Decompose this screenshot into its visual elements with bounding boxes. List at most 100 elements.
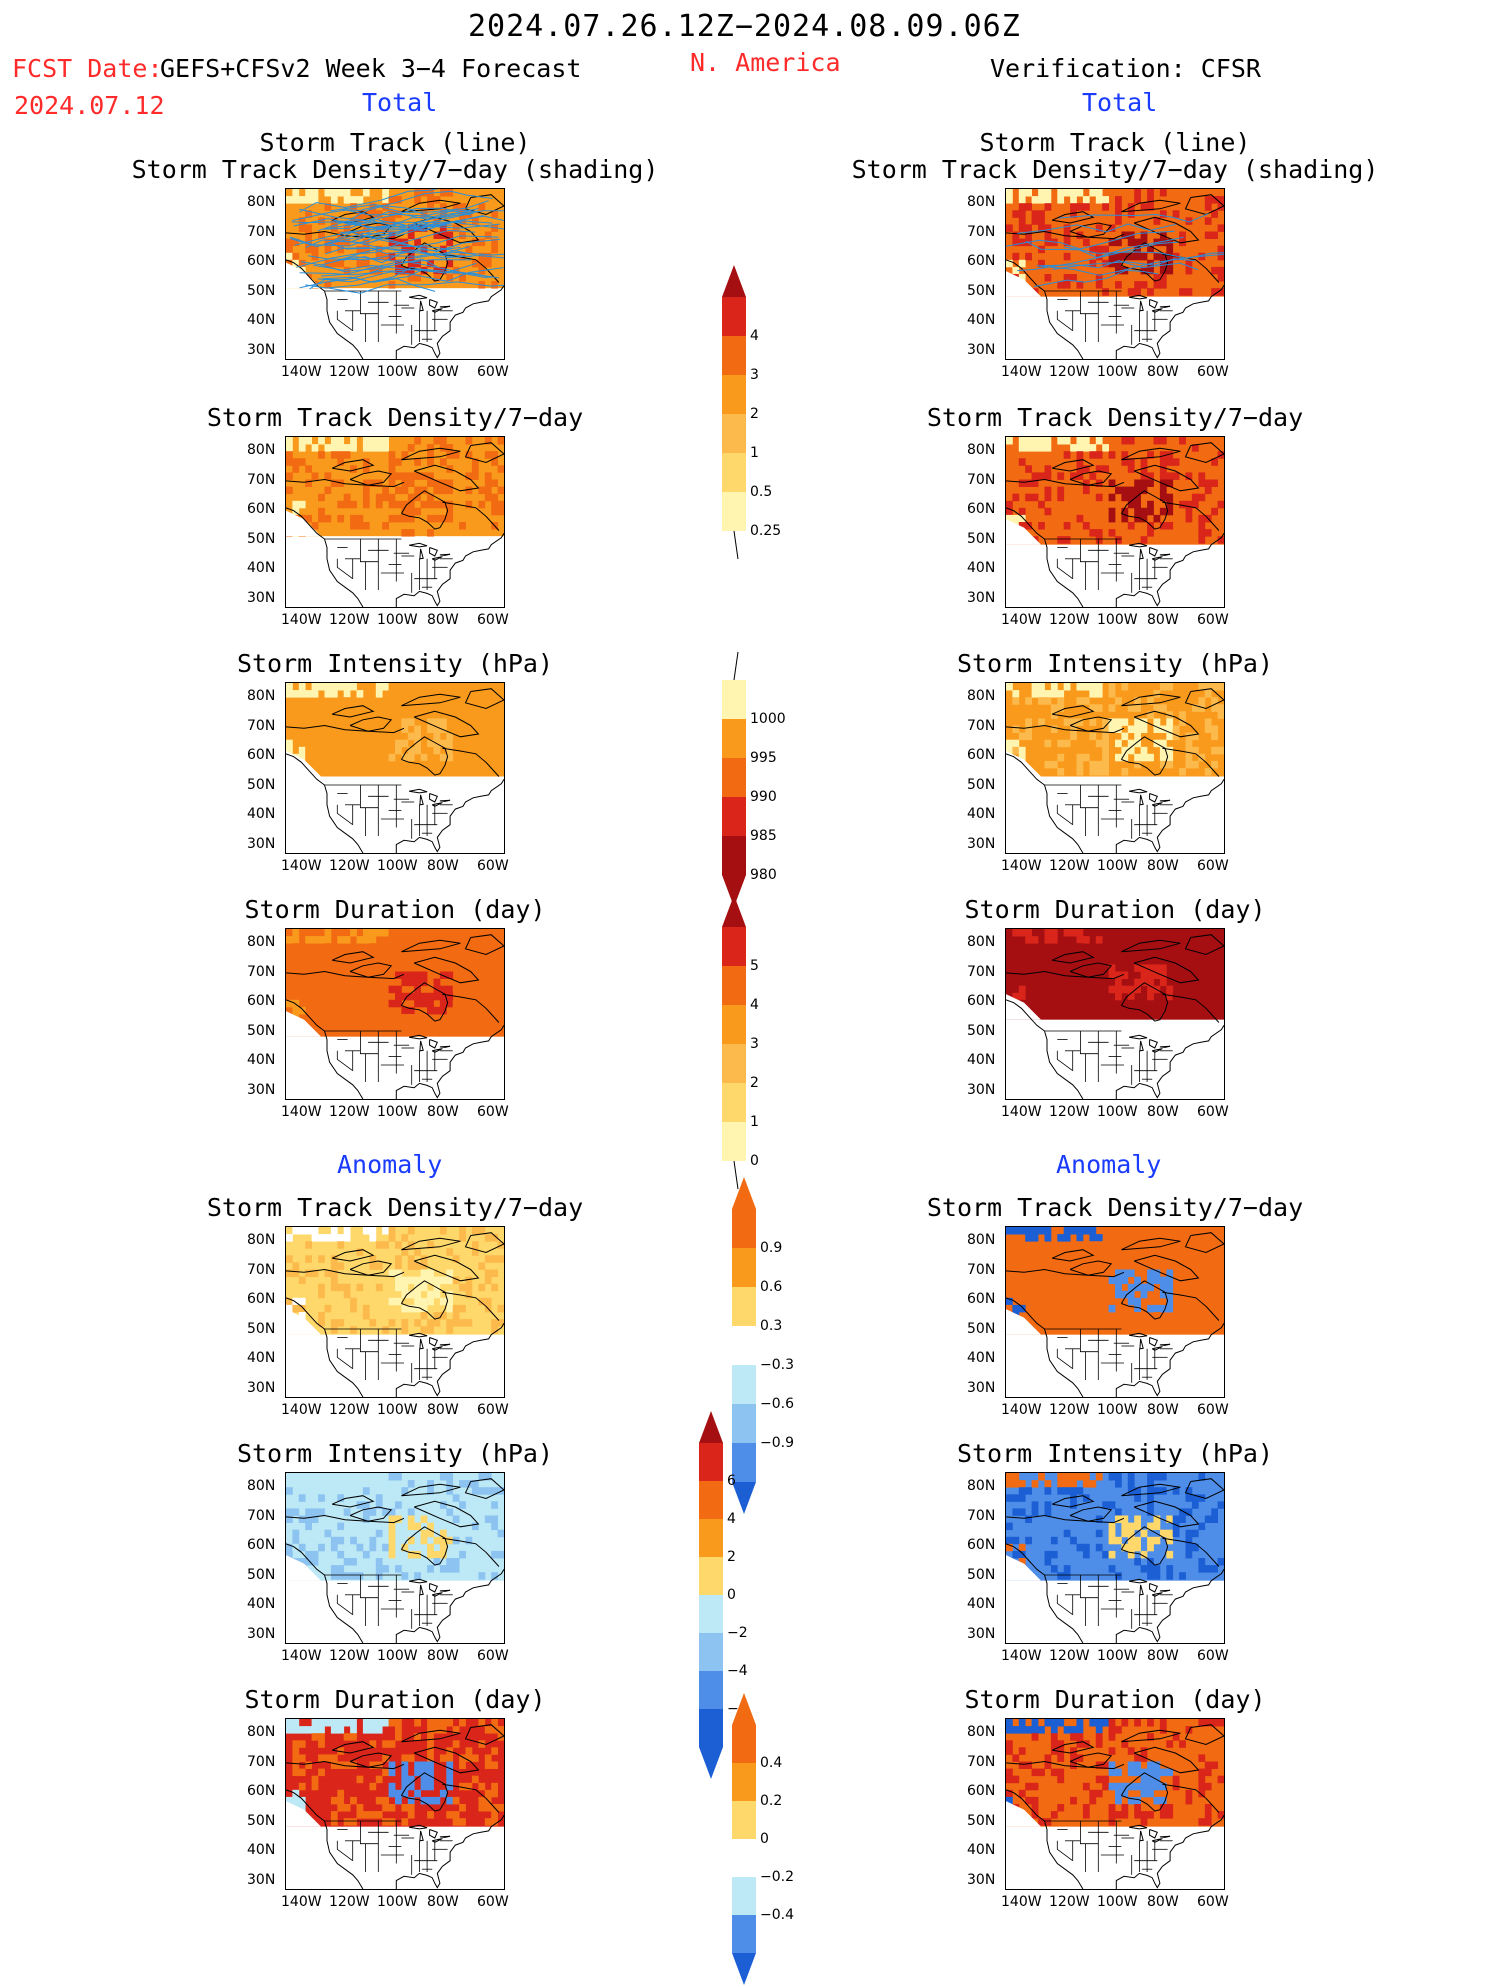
hudson-bay (1120, 490, 1169, 530)
lon-tick-label: 120W (329, 1894, 370, 1910)
map-svg (286, 1473, 504, 1643)
colorbar-cell (699, 1595, 723, 1633)
great-lake (1139, 548, 1144, 560)
hudson-bay (1120, 242, 1169, 282)
arctic-coast (1006, 478, 1125, 488)
colorbar-label: 3 (750, 367, 759, 383)
lon-tick-label: 140W (1001, 858, 1042, 874)
arctic-island (1133, 216, 1200, 244)
storm-track-line (328, 242, 504, 259)
west-coastline (286, 753, 364, 853)
lon-tick-label: 140W (281, 1104, 322, 1120)
hudson-bay (1120, 736, 1169, 776)
lon-tick-label: 140W (1001, 1402, 1042, 1418)
storm-track-line (299, 277, 436, 292)
great-lake (439, 1045, 451, 1048)
map-svg (1006, 683, 1224, 853)
labrador-coast (1162, 747, 1220, 777)
lat-tick-label: 30N (247, 1625, 276, 1642)
arctic-island (1069, 716, 1113, 732)
east-coastline (395, 1025, 504, 1099)
great-lake (1149, 1583, 1158, 1593)
east-coastline (1115, 285, 1224, 359)
great-lake (1149, 1829, 1158, 1839)
lon-tick-label: 100W (377, 858, 418, 874)
lon-tick-label: 60W (1197, 858, 1229, 874)
arctic-island (1121, 1483, 1181, 1497)
state-border (1080, 539, 1099, 563)
lat-tick-label: 80N (247, 688, 276, 704)
lon-tick-label: 120W (329, 1402, 370, 1418)
arctic-island (331, 951, 375, 964)
lat-tick-label: 40N (967, 806, 996, 822)
great-lake (1159, 1045, 1171, 1048)
lat-tick-label: 60N (967, 747, 996, 763)
colorbar-cell (722, 375, 746, 414)
state-border (360, 1575, 379, 1599)
great-lake (429, 547, 438, 557)
colorbar-cell (722, 797, 746, 836)
lon-tick-label: 80W (1147, 1402, 1179, 1418)
arctic-island (1184, 194, 1224, 216)
colorbar-cell (732, 1839, 756, 1877)
east-coastline (395, 1323, 504, 1397)
state-border (360, 1329, 379, 1353)
period-title: 2024.07.26.12Z−2024.08.09.06Z (468, 9, 1021, 44)
west-coastline (1006, 1543, 1084, 1643)
lat-tick-label: 70N (967, 223, 996, 240)
arctic-island (1121, 447, 1181, 461)
state-border (1080, 1031, 1099, 1055)
state-border (336, 558, 353, 580)
lat-tick-label: 80N (967, 934, 996, 950)
arctic-island (331, 459, 375, 472)
lat-tick-label: 50N (967, 282, 996, 299)
hudson-bay (400, 736, 449, 776)
lat-tick-label: 40N (247, 560, 276, 576)
colorbar-label: 985 (750, 828, 777, 844)
lat-tick-label: 30N (967, 835, 996, 852)
state-border (360, 1031, 379, 1055)
lon-tick-label: 100W (1097, 364, 1138, 380)
labrador-coast (442, 1291, 500, 1321)
great-lake (1151, 1346, 1163, 1351)
lat-tick-label: 70N (967, 1753, 996, 1770)
great-lake (1149, 547, 1158, 557)
colorbar-density_anom (732, 1177, 756, 1514)
lat-tick-label: 80N (967, 688, 996, 704)
great-lake (429, 299, 438, 309)
great-lake (409, 1332, 428, 1338)
state-border (360, 1821, 379, 1845)
storm-track-line (330, 204, 473, 216)
lon-tick-label: 60W (477, 364, 509, 380)
lon-tick-label: 80W (1147, 1104, 1179, 1120)
arctic-island (464, 442, 504, 464)
west-coastline (286, 999, 364, 1099)
arctic-island (1051, 1741, 1095, 1754)
great-lake (439, 1835, 451, 1838)
arctic-island (1133, 1500, 1200, 1528)
state-border (336, 804, 353, 826)
lon-tick-label: 120W (329, 364, 370, 380)
lat-tick-label: 50N (967, 776, 996, 793)
storm-track-line (1025, 236, 1184, 259)
lon-tick-label: 80W (1147, 364, 1179, 380)
arctic-coast (1006, 1268, 1125, 1278)
great-lake (1159, 1343, 1171, 1346)
lat-tick-label: 60N (967, 253, 996, 269)
lon-tick-label: 100W (1097, 612, 1138, 628)
lat-tick-label: 50N (247, 1566, 276, 1583)
panel-title: Storm Intensity (hPa) (236, 649, 554, 678)
storm-track-line (313, 264, 492, 279)
labrador-coast (442, 747, 500, 777)
state-border (1056, 1050, 1073, 1072)
storm-track-line (289, 221, 463, 248)
lat-tick-label: 60N (967, 1537, 996, 1553)
lon-tick-label: 140W (281, 1402, 322, 1418)
lat-tick-label: 50N (247, 1812, 276, 1829)
panel-title: Storm Duration (day) (964, 895, 1266, 924)
arctic-island (349, 1752, 393, 1768)
state-border (336, 1348, 353, 1370)
colorbar-cell (699, 1709, 723, 1747)
arctic-island (1121, 199, 1181, 213)
map-svg (1006, 189, 1224, 359)
